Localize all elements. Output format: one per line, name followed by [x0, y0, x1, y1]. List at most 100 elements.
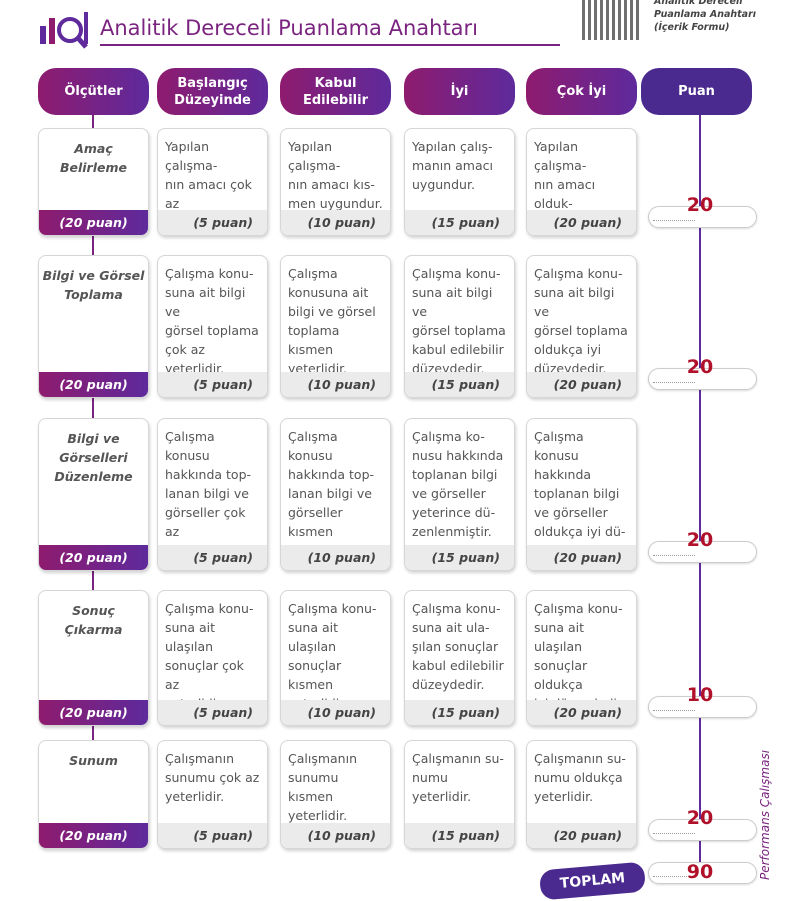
score-value: 20	[686, 807, 714, 829]
column-header: Çok İyi	[526, 68, 637, 115]
score-pill	[648, 206, 757, 228]
level-cell: Çalışma konusu hakkında toplanan bilgi v…	[526, 418, 637, 571]
criterion-points: (20 puan)	[39, 372, 148, 397]
level-cell: Çalışmanın sunumu kısmen yeterlidir. (10 …	[280, 740, 391, 849]
level-points: (5 puan)	[158, 545, 267, 570]
level-cell: Yapılan çalışma- nın amacı olduk- ça uyg…	[526, 128, 637, 236]
criterion-name: Sonuç Çıkarma	[64, 603, 123, 637]
criterion-cell: Bilgi ve Görselleri Düzenleme (20 puan)	[38, 418, 149, 571]
form-note: Analitik Dereceli Puanlama Anahtarı (İçe…	[654, 0, 757, 33]
score-pill	[648, 368, 757, 390]
criterion-name: Bilgi ve Görsel Toplama	[42, 268, 145, 302]
score-dots	[653, 555, 695, 556]
level-text: Çalışmanın su- numu oldukça yeterlidir.	[534, 751, 626, 804]
level-cell: Çalışma konusu hakkında top- lanan bilgi…	[157, 418, 268, 571]
logo-icon	[38, 10, 90, 50]
level-points: (20 puan)	[527, 823, 636, 848]
level-points: (5 puan)	[158, 210, 267, 235]
level-points: (5 puan)	[158, 372, 267, 397]
score-dots	[653, 710, 695, 711]
side-label: Performans Çalışması	[758, 749, 772, 880]
level-cell: Çalışma konusuna ait bilgi ve görsel top…	[280, 255, 391, 398]
level-cell: Çalışma konu- suna ait ula- şılan sonuçl…	[404, 590, 515, 726]
score-value: 20	[686, 356, 714, 378]
level-text: Çalışma konu- suna ait ula- şılan sonuçl…	[412, 601, 504, 692]
score-dots	[653, 382, 695, 383]
level-cell: Çalışma konu- suna ait bilgi ve görsel t…	[404, 255, 515, 398]
title-rule	[100, 44, 560, 46]
level-points: (20 puan)	[527, 700, 636, 725]
criterion-cell: Sunum (20 puan)	[38, 740, 149, 849]
level-points: (15 puan)	[405, 372, 514, 397]
total-label: TOPLAM	[538, 861, 647, 901]
level-points: (10 puan)	[281, 210, 390, 235]
total-value: 90	[686, 861, 714, 883]
score-value: 20	[686, 194, 714, 216]
score-connector	[699, 110, 701, 870]
level-text: Çalışmanın sunumu kısmen yeterlidir.	[288, 751, 358, 823]
level-points: (20 puan)	[527, 210, 636, 235]
score-dots	[653, 220, 695, 221]
level-points: (10 puan)	[281, 372, 390, 397]
level-cell: Çalışma konu- suna ait bilgi ve görsel t…	[157, 255, 268, 398]
level-points: (15 puan)	[405, 700, 514, 725]
column-header: Başlangıç Düzeyinde	[157, 68, 268, 115]
level-points: (20 puan)	[527, 372, 636, 397]
criterion-points: (20 puan)	[39, 545, 148, 570]
title: Analitik Dereceli Puanlama Anahtarı	[100, 16, 479, 40]
level-text: Çalışma konu- suna ait bilgi ve görsel t…	[534, 266, 628, 376]
level-text: Çalışma konu- suna ait bilgi ve görsel t…	[412, 266, 506, 376]
level-cell: Çalışmanın su- numu oldukça yeterlidir. (…	[526, 740, 637, 849]
total-pill	[648, 862, 757, 884]
level-points: (10 puan)	[281, 545, 390, 570]
score-value: 20	[686, 529, 714, 551]
level-points: (5 puan)	[158, 700, 267, 725]
criterion-cell: Amaç Belirleme (20 puan)	[38, 128, 149, 236]
level-text: Çalışmanın sunumu çok az yeterlidir.	[165, 751, 260, 804]
level-text: Çalışma konu- suna ait bilgi ve görsel t…	[165, 266, 259, 376]
level-cell: Çalışma konu- suna ait ulaşılan sonuçlar…	[526, 590, 637, 726]
column-header: Puan	[641, 68, 752, 115]
criterion-cell: Bilgi ve Görsel Toplama (20 puan)	[38, 255, 149, 398]
column-header: İyi	[404, 68, 515, 115]
level-cell: Çalışma konu- suna ait bilgi ve görsel t…	[526, 255, 637, 398]
criterion-name: Sunum	[69, 753, 118, 768]
score-value: 10	[686, 684, 714, 706]
level-text: Yapılan çalışma- nın amacı kıs- men uygu…	[288, 139, 383, 211]
criterion-name: Amaç Belirleme	[59, 141, 127, 175]
level-points: (10 puan)	[281, 823, 390, 848]
criterion-cell: Sonuç Çıkarma (20 puan)	[38, 590, 149, 726]
level-cell: Çalışma konu- suna ait ulaşılan sonuçlar…	[280, 590, 391, 726]
level-cell: Yapılan çalışma- nın amacı kıs- men uygu…	[280, 128, 391, 236]
level-cell: Çalışmanın su- numu yeterlidir. (15 puan)	[404, 740, 515, 849]
level-points: (5 puan)	[158, 823, 267, 848]
level-points: (10 puan)	[281, 700, 390, 725]
logo-svg	[40, 12, 88, 49]
total-dots	[653, 876, 695, 877]
level-points: (15 puan)	[405, 210, 514, 235]
score-pill	[648, 696, 757, 718]
level-text: Çalışma konusuna ait bilgi ve görsel top…	[288, 266, 376, 376]
criterion-points: (20 puan)	[39, 823, 148, 848]
criterion-points: (20 puan)	[39, 700, 148, 725]
level-points: (15 puan)	[405, 823, 514, 848]
level-cell: Çalışma konu- suna ait ulaşılan sonuçlar…	[157, 590, 268, 726]
level-cell: Çalışma ko- nusu hakkında toplanan bilgi…	[404, 418, 515, 571]
level-points: (15 puan)	[405, 545, 514, 570]
level-text: Yapılan çalış- manın amacı uygundur.	[412, 139, 493, 192]
level-cell: Çalışmanın sunumu çok az yeterlidir. (5 p…	[157, 740, 268, 849]
level-cell: Yapılan çalış- manın amacı uygundur. (15 …	[404, 128, 515, 236]
column-header: Kabul Edilebilir	[280, 68, 391, 115]
level-text: Çalışmanın su- numu yeterlidir.	[412, 751, 504, 804]
qr-code	[582, 0, 640, 40]
level-points: (20 puan)	[527, 545, 636, 570]
level-text: Çalışma ko- nusu hakkında toplanan bilgi…	[412, 429, 504, 539]
score-pill	[648, 819, 757, 841]
column-header: Ölçütler	[38, 68, 149, 115]
side-label-box: Performans Çalışması	[758, 730, 788, 890]
score-dots	[653, 833, 695, 834]
score-pill	[648, 541, 757, 563]
level-cell: Çalışma konusu hakkında top- lanan bilgi…	[280, 418, 391, 571]
criterion-points: (20 puan)	[39, 210, 148, 235]
